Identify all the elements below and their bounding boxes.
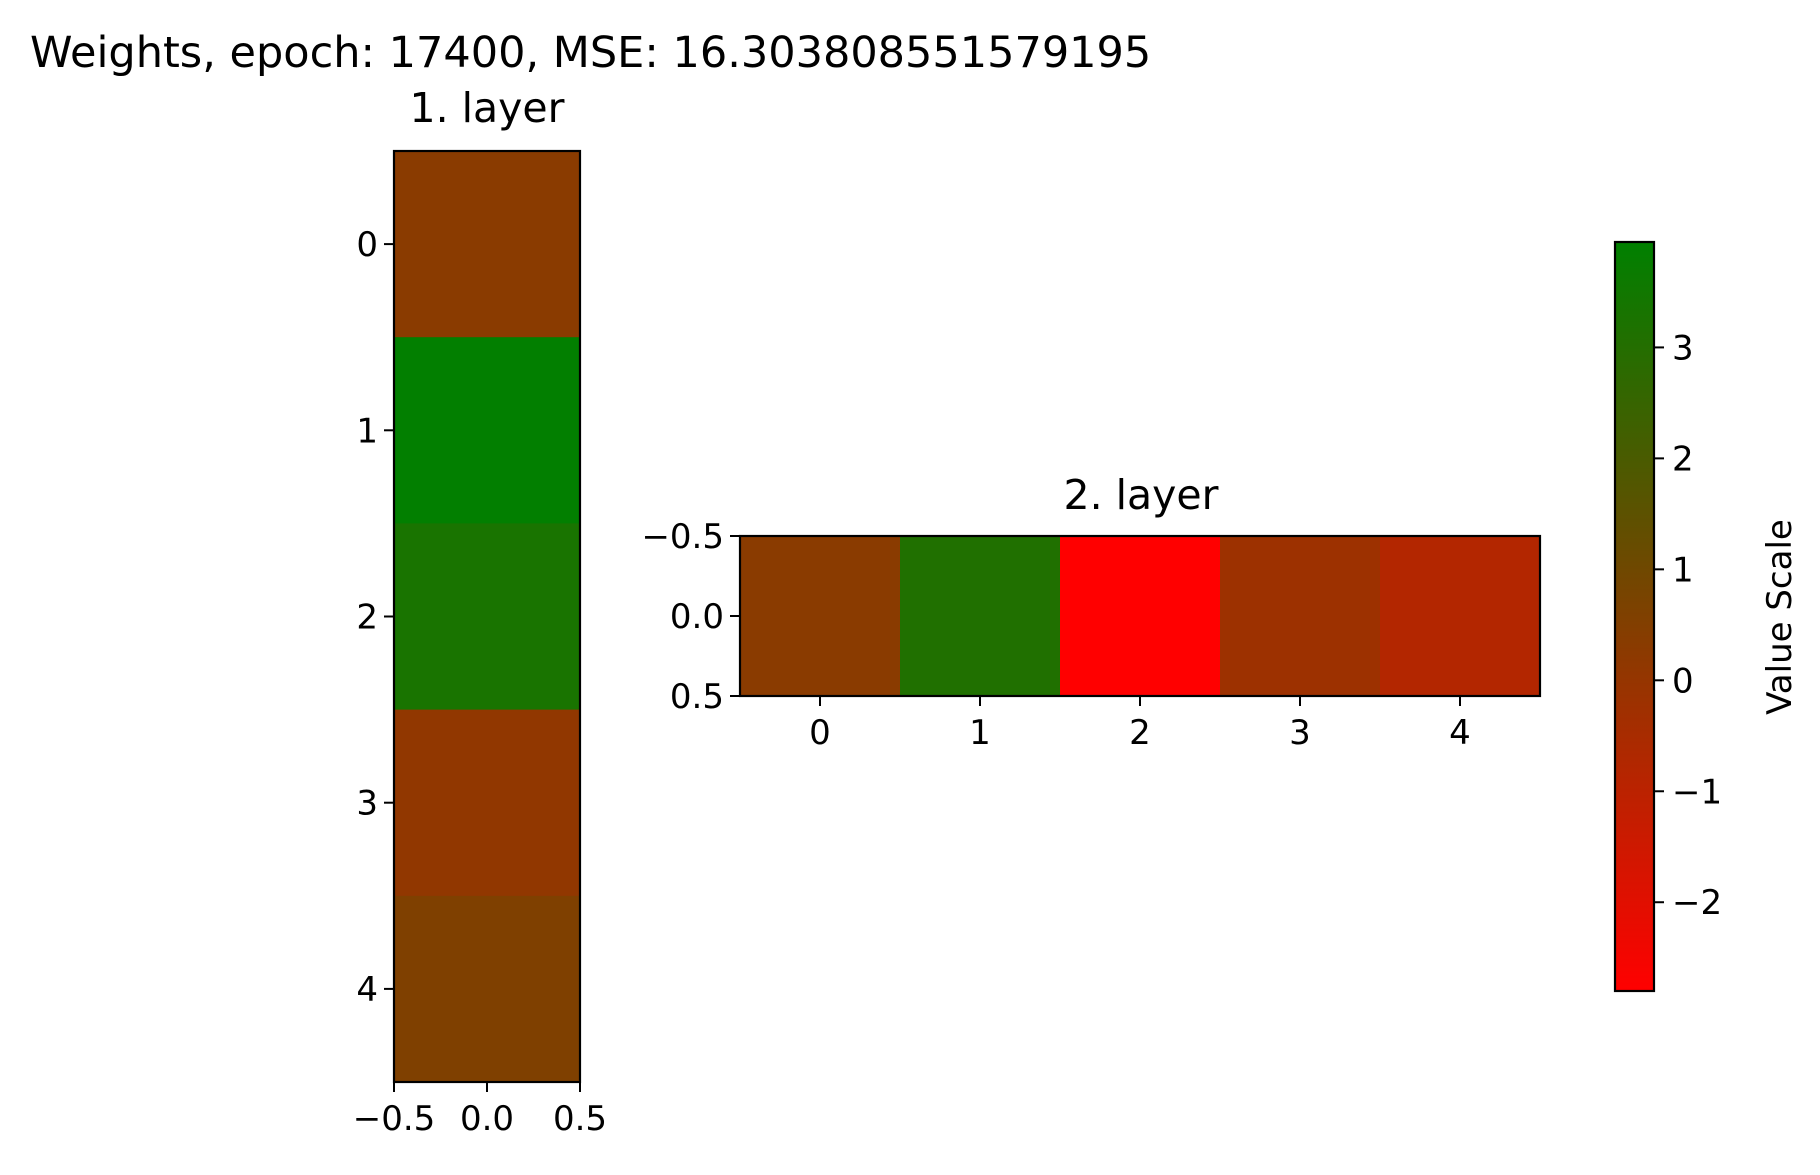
layer1-y-axis: 0 1 2 3 4 bbox=[356, 225, 394, 1010]
layer2-ytick-label: 0.5 bbox=[670, 677, 724, 717]
colorbar-tick-label: 1 bbox=[1672, 550, 1694, 590]
colorbar-tick-label: 0 bbox=[1672, 661, 1694, 701]
colorbar-tick-label: −1 bbox=[1672, 772, 1722, 812]
layer1-ytick-label: 1 bbox=[356, 411, 378, 451]
layer2-cell-0-3 bbox=[1220, 536, 1381, 697]
layer1-ytick-label: 3 bbox=[356, 784, 378, 824]
colorbar-tick-label: 3 bbox=[1672, 328, 1694, 368]
layer2-cell-0-4 bbox=[1380, 536, 1541, 697]
layer1-x-axis: −0.5 0.0 0.5 bbox=[353, 1082, 607, 1139]
layer2-cell-0-2 bbox=[1060, 536, 1221, 697]
layer1-heatmap bbox=[394, 151, 581, 1083]
layer2-cell-0-1 bbox=[900, 536, 1061, 697]
layer2-heatmap bbox=[740, 536, 1541, 697]
layer1-ytick-label: 0 bbox=[356, 225, 378, 265]
figure-title: Weights, epoch: 17400, MSE: 16.303808551… bbox=[30, 28, 1151, 78]
layer1-cell-3-0 bbox=[394, 709, 581, 897]
layer2-xtick-label: 1 bbox=[969, 713, 991, 753]
layer2-title: 2. layer bbox=[1063, 471, 1218, 519]
colorbar-tick-label: 2 bbox=[1672, 439, 1694, 479]
layer1-panel: 1. layer 0 1 2 3 4 −0.5 0.0 0.5 bbox=[353, 84, 607, 1139]
colorbar: 3 2 1 0 −1 −2 Value Scale bbox=[1613, 240, 1800, 993]
layer2-y-axis: −0.5 0.0 0.5 bbox=[641, 517, 740, 717]
layer2-panel: 2. layer −0.5 0.0 0.5 0 1 2 3 4 bbox=[641, 471, 1542, 753]
layer1-xtick-label: 0.0 bbox=[460, 1099, 514, 1139]
layer1-ytick-label: 4 bbox=[356, 970, 378, 1010]
layer1-title: 1. layer bbox=[409, 84, 564, 132]
layer2-xtick-label: 3 bbox=[1289, 713, 1311, 753]
layer2-x-axis: 0 1 2 3 4 bbox=[809, 696, 1471, 753]
layer1-cell-1-0 bbox=[394, 337, 581, 524]
layer2-xtick-label: 2 bbox=[1129, 713, 1151, 753]
layer2-xtick-label: 0 bbox=[809, 713, 831, 753]
layer1-xtick-label: 0.5 bbox=[553, 1099, 607, 1139]
layer1-cell-4-0 bbox=[394, 895, 581, 1083]
layer1-ytick-label: 2 bbox=[356, 598, 378, 638]
colorbar-gradient bbox=[1613, 240, 1656, 993]
layer2-ytick-label: −0.5 bbox=[641, 517, 724, 557]
layer2-xtick-label: 4 bbox=[1449, 713, 1471, 753]
layer2-cell-0-0 bbox=[740, 536, 901, 697]
colorbar-axis: 3 2 1 0 −1 −2 bbox=[1654, 328, 1722, 923]
colorbar-tick-label: −2 bbox=[1672, 883, 1722, 923]
layer1-cell-2-0 bbox=[394, 523, 581, 711]
layer1-cell-0-0 bbox=[394, 151, 581, 338]
layer2-ytick-label: 0.0 bbox=[670, 597, 724, 637]
colorbar-label: Value Scale bbox=[1760, 519, 1800, 715]
layer1-xtick-label: −0.5 bbox=[353, 1099, 436, 1139]
